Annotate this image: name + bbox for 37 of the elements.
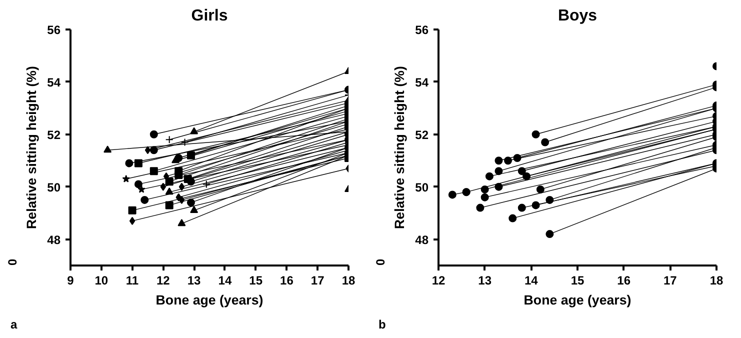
- y-tick-label: 56: [415, 23, 429, 37]
- x-tick-label: 17: [310, 274, 325, 288]
- x-axis-title: Bone age (years): [524, 292, 632, 308]
- x-tick-label: 18: [342, 274, 356, 288]
- x-tick-label: 15: [570, 274, 584, 288]
- chart-title: Boys: [558, 8, 598, 24]
- x-tick-label: 12: [432, 274, 446, 288]
- y-tick-label: 48: [47, 232, 61, 247]
- x-tick-label: 13: [478, 274, 492, 288]
- x-tick-label: 13: [187, 274, 202, 288]
- x-tick-label: 14: [524, 274, 538, 288]
- y-axis-title: Relative sitting height (%): [392, 66, 408, 229]
- x-tick-label: 11: [126, 274, 139, 288]
- text: a: [10, 318, 18, 332]
- x-tick-label: 18: [710, 274, 724, 288]
- x-tick-label: 16: [617, 274, 631, 288]
- x-tick-label: 14: [218, 274, 232, 288]
- text: 0: [374, 258, 388, 266]
- x-tick-label: 15: [249, 274, 263, 288]
- x-tick-label: 12: [156, 274, 170, 288]
- y-tick-label: 54: [47, 75, 61, 90]
- y-tick-label: 56: [47, 23, 61, 37]
- y-tick-label: 54: [415, 75, 429, 90]
- y-tick-label: 48: [415, 232, 429, 247]
- chart-title: Girls: [191, 8, 228, 24]
- x-tick-label: 10: [94, 274, 108, 288]
- text: b: [378, 318, 386, 332]
- x-tick-label: 17: [663, 274, 678, 288]
- x-axis-title: Bone age (years): [156, 292, 264, 308]
- y-tick-label: 50: [415, 180, 429, 194]
- y-tick-label: 52: [415, 128, 429, 142]
- y-axis-title: Relative sitting height (%): [24, 66, 40, 229]
- y-tick-label: 50: [47, 180, 61, 194]
- y-tick-label: 52: [47, 128, 61, 142]
- x-tick-label: 16: [280, 274, 294, 288]
- x-tick-label: 9: [67, 274, 74, 288]
- text: 0: [6, 258, 20, 266]
